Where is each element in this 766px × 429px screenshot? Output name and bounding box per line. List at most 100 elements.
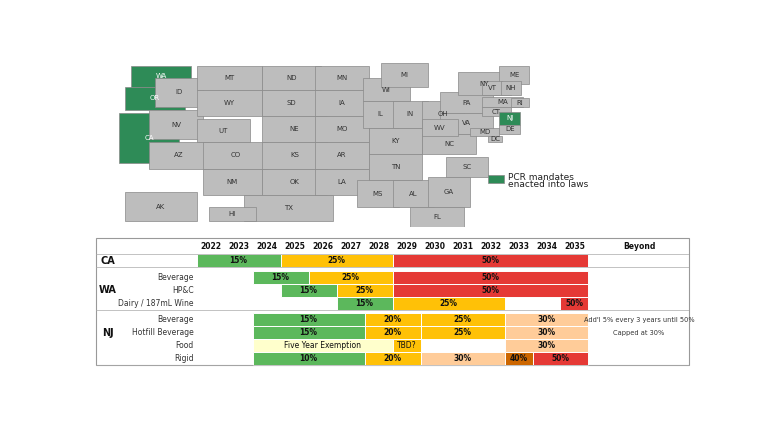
FancyBboxPatch shape	[126, 87, 185, 110]
Text: CA: CA	[100, 256, 115, 266]
FancyBboxPatch shape	[446, 157, 488, 178]
FancyBboxPatch shape	[309, 271, 392, 284]
Text: IN: IN	[407, 112, 414, 118]
Text: FL: FL	[433, 214, 441, 220]
Text: AK: AK	[156, 204, 165, 210]
Text: 30%: 30%	[538, 328, 555, 337]
Text: OK: OK	[290, 179, 300, 185]
FancyBboxPatch shape	[482, 97, 523, 107]
Text: 2034: 2034	[536, 242, 557, 251]
Text: NJ: NJ	[506, 115, 513, 121]
Text: 50%: 50%	[482, 256, 499, 265]
Text: 50%: 50%	[565, 299, 584, 308]
Text: Five Year Exemption: Five Year Exemption	[284, 341, 361, 350]
Text: OH: OH	[437, 112, 448, 118]
Text: 50%: 50%	[482, 286, 499, 295]
FancyBboxPatch shape	[487, 175, 504, 183]
Text: NY: NY	[480, 81, 489, 87]
Text: 25%: 25%	[453, 328, 472, 337]
Text: AL: AL	[409, 190, 417, 196]
FancyBboxPatch shape	[316, 142, 369, 169]
Text: ND: ND	[286, 75, 297, 81]
FancyBboxPatch shape	[428, 178, 470, 207]
FancyBboxPatch shape	[316, 116, 369, 142]
Text: 2031: 2031	[452, 242, 473, 251]
FancyBboxPatch shape	[381, 63, 428, 87]
FancyBboxPatch shape	[365, 326, 421, 339]
Text: 15%: 15%	[272, 273, 290, 282]
Text: MO: MO	[336, 126, 348, 132]
FancyBboxPatch shape	[280, 254, 392, 267]
Text: VT: VT	[487, 85, 496, 91]
Text: AZ: AZ	[174, 152, 184, 158]
Text: WA: WA	[155, 73, 167, 79]
Text: 2033: 2033	[508, 242, 529, 251]
Text: 2022: 2022	[200, 242, 221, 251]
Text: IA: IA	[339, 100, 345, 106]
FancyBboxPatch shape	[440, 93, 493, 113]
Text: 15%: 15%	[355, 299, 374, 308]
Text: 20%: 20%	[384, 315, 401, 324]
Text: 15%: 15%	[300, 286, 318, 295]
Text: Dairy / 187mL Wine: Dairy / 187mL Wine	[118, 299, 194, 308]
Text: NV: NV	[171, 122, 181, 128]
Text: DE: DE	[505, 126, 515, 132]
Text: Food: Food	[175, 341, 194, 350]
Text: 25%: 25%	[453, 315, 472, 324]
Text: TBD?: TBD?	[397, 341, 417, 350]
FancyBboxPatch shape	[197, 66, 262, 90]
Text: WY: WY	[224, 100, 235, 106]
Text: KS: KS	[290, 152, 299, 158]
Text: CT: CT	[492, 109, 501, 115]
FancyBboxPatch shape	[487, 136, 502, 142]
Text: Beverage: Beverage	[157, 273, 194, 282]
FancyBboxPatch shape	[422, 119, 458, 136]
Text: 25%: 25%	[342, 273, 359, 282]
FancyBboxPatch shape	[262, 90, 322, 116]
FancyBboxPatch shape	[411, 207, 464, 227]
Text: DC: DC	[490, 136, 500, 142]
Text: 2032: 2032	[480, 242, 501, 251]
FancyBboxPatch shape	[197, 90, 262, 116]
Text: ID: ID	[175, 90, 182, 96]
Text: 20%: 20%	[384, 354, 401, 363]
Text: Hotfill Beverage: Hotfill Beverage	[132, 328, 194, 337]
Text: 2030: 2030	[424, 242, 445, 251]
FancyBboxPatch shape	[244, 195, 333, 221]
Text: WI: WI	[382, 87, 391, 93]
Text: MD: MD	[479, 129, 490, 135]
FancyBboxPatch shape	[505, 339, 588, 352]
Text: CA: CA	[145, 135, 154, 141]
Text: MI: MI	[401, 72, 408, 78]
Text: TX: TX	[284, 205, 293, 211]
FancyBboxPatch shape	[440, 113, 493, 133]
FancyBboxPatch shape	[357, 180, 398, 207]
Text: 2028: 2028	[368, 242, 389, 251]
Text: NM: NM	[227, 179, 238, 185]
FancyBboxPatch shape	[253, 352, 365, 365]
Text: CO: CO	[231, 152, 241, 158]
Text: 2024: 2024	[256, 242, 277, 251]
Text: ME: ME	[509, 72, 519, 78]
FancyBboxPatch shape	[392, 180, 434, 207]
Text: KY: KY	[391, 138, 400, 144]
FancyBboxPatch shape	[253, 313, 365, 326]
Text: 2026: 2026	[312, 242, 333, 251]
FancyBboxPatch shape	[505, 326, 588, 339]
Text: UT: UT	[219, 127, 228, 133]
FancyBboxPatch shape	[369, 154, 422, 180]
Text: RI: RI	[517, 100, 524, 106]
FancyBboxPatch shape	[422, 101, 464, 128]
FancyBboxPatch shape	[253, 326, 365, 339]
Text: 30%: 30%	[538, 341, 555, 350]
Text: 2029: 2029	[396, 242, 417, 251]
FancyBboxPatch shape	[316, 90, 369, 116]
FancyBboxPatch shape	[512, 98, 529, 107]
Text: MS: MS	[372, 190, 383, 196]
Text: 15%: 15%	[300, 328, 318, 337]
Text: 2023: 2023	[228, 242, 249, 251]
FancyBboxPatch shape	[561, 297, 588, 310]
Text: OR: OR	[150, 95, 160, 101]
FancyBboxPatch shape	[369, 128, 422, 154]
Text: NJ: NJ	[102, 328, 113, 338]
